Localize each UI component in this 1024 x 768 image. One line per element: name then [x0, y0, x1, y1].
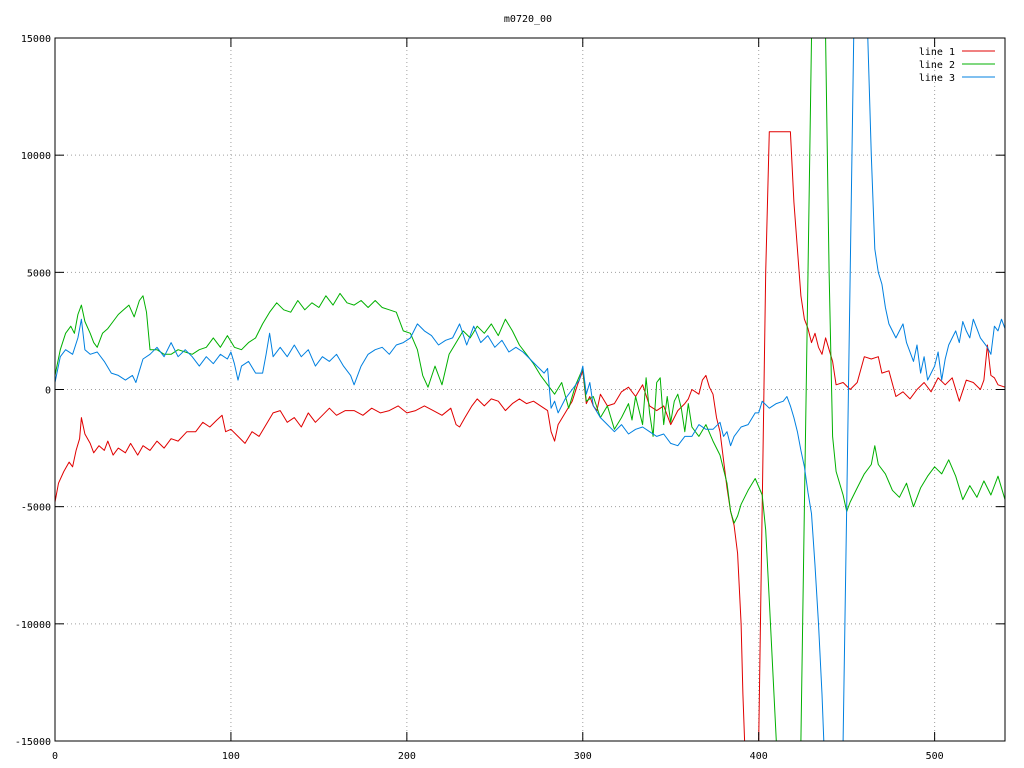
- legend-label: line 3: [919, 73, 955, 84]
- x-tick-label: 500: [926, 751, 944, 762]
- series-layer: [55, 38, 1005, 741]
- y-tick-label: 0: [45, 386, 51, 397]
- series-line-3: [55, 38, 1005, 741]
- x-tick-label: 200: [398, 751, 416, 762]
- y-tick-label: -5000: [21, 503, 51, 514]
- tick-marks: [54, 37, 1005, 742]
- chart-title: m0720_00: [504, 14, 552, 25]
- x-tick-label: 300: [574, 751, 592, 762]
- x-tick-labels: 0 100 200 300 400 500: [52, 751, 944, 762]
- y-tick-label: -10000: [15, 620, 51, 631]
- y-tick-labels: -15000 -10000 -5000 0 5000 10000 15000: [15, 34, 51, 748]
- legend-label: line 2: [919, 60, 955, 71]
- series-line-1: [55, 131, 1005, 741]
- x-tick-label: 400: [750, 751, 768, 762]
- y-tick-label: 10000: [21, 151, 51, 162]
- y-tick-label: 15000: [21, 34, 51, 45]
- y-tick-label: -15000: [15, 737, 51, 748]
- x-tick-label: 0: [52, 751, 58, 762]
- legend-label: line 1: [919, 47, 955, 58]
- series-line-2: [55, 38, 1005, 741]
- y-tick-label: 5000: [27, 268, 51, 279]
- x-tick-label: 100: [222, 751, 240, 762]
- legend: line 1 line 2 line 3: [919, 47, 995, 84]
